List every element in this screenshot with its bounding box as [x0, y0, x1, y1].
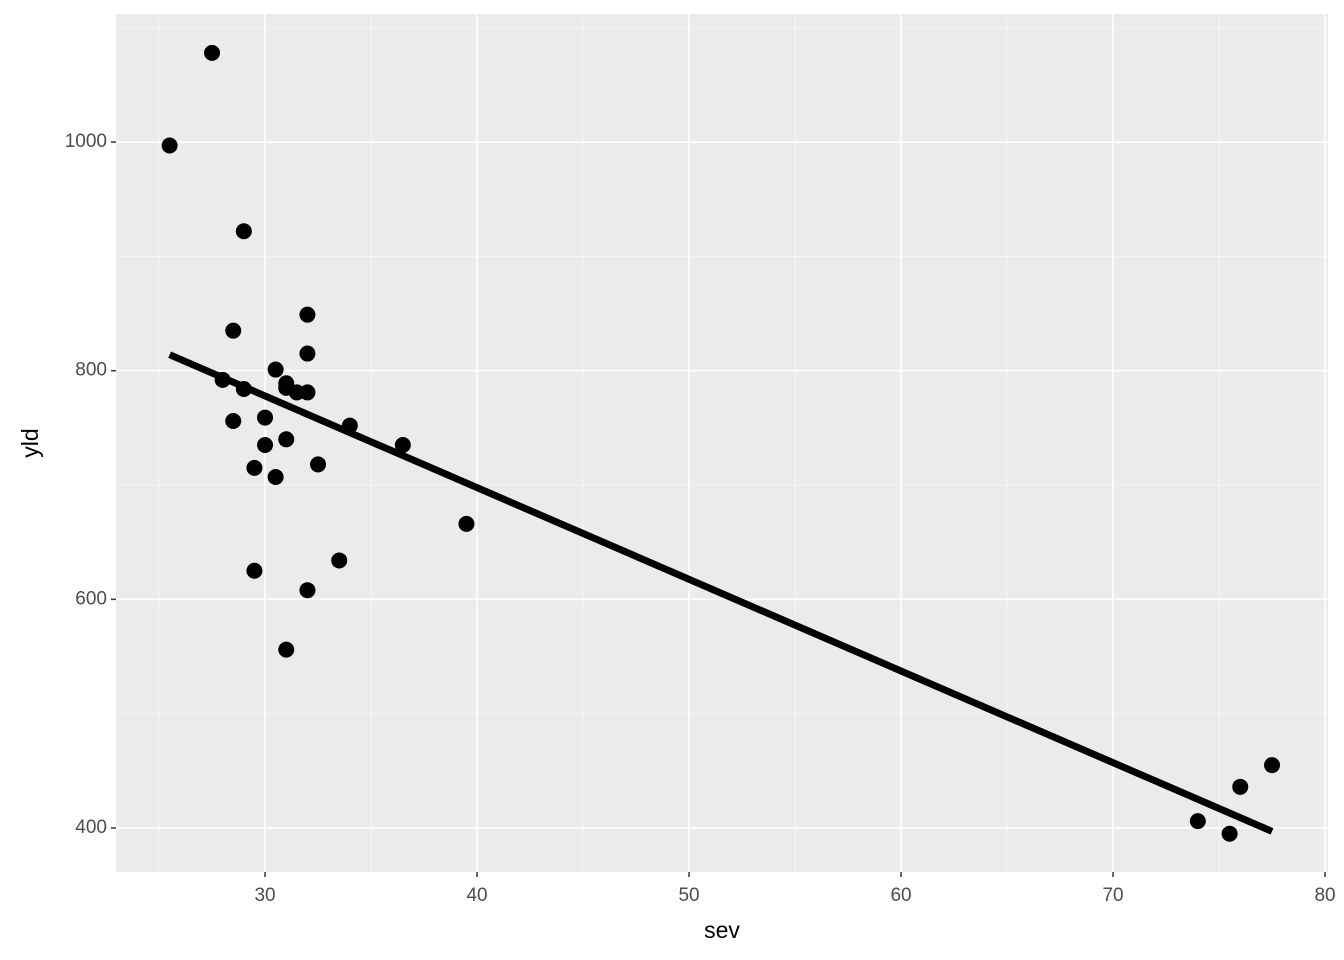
point: [458, 515, 475, 532]
x-axis-label: sev: [704, 917, 740, 943]
point: [299, 306, 316, 323]
point: [257, 409, 274, 426]
point: [310, 456, 327, 473]
x-tick-label: 60: [890, 885, 911, 906]
point: [225, 322, 242, 339]
point: [278, 641, 295, 658]
point: [225, 412, 242, 429]
point: [299, 582, 316, 599]
point: [1189, 813, 1206, 830]
point: [299, 384, 316, 401]
point: [246, 562, 263, 579]
y-tick-label: 1000: [65, 131, 107, 152]
x-tick-label: 70: [1102, 885, 1123, 906]
y-tick-label: 800: [75, 360, 107, 381]
point: [257, 437, 274, 454]
x-tick-label: 40: [466, 885, 487, 906]
point: [278, 431, 295, 448]
y-tick-label: 600: [75, 588, 107, 609]
y-tick-label: 400: [75, 817, 107, 838]
point: [331, 552, 348, 569]
x-tick-label: 50: [678, 885, 699, 906]
x-tick-label: 30: [254, 885, 275, 906]
point: [161, 137, 178, 154]
fit-line: [168, 351, 1274, 835]
point: [1264, 757, 1281, 774]
point: [204, 44, 221, 61]
x-tick-label: 80: [1314, 885, 1335, 906]
panel: [116, 14, 1328, 872]
point: [267, 469, 284, 486]
point: [246, 459, 263, 476]
point: [1221, 825, 1238, 842]
point: [1232, 778, 1249, 795]
point: [235, 223, 252, 240]
point: [299, 345, 316, 362]
point: [394, 437, 411, 454]
point: [267, 361, 284, 378]
y-axis-label: yld: [17, 428, 43, 457]
